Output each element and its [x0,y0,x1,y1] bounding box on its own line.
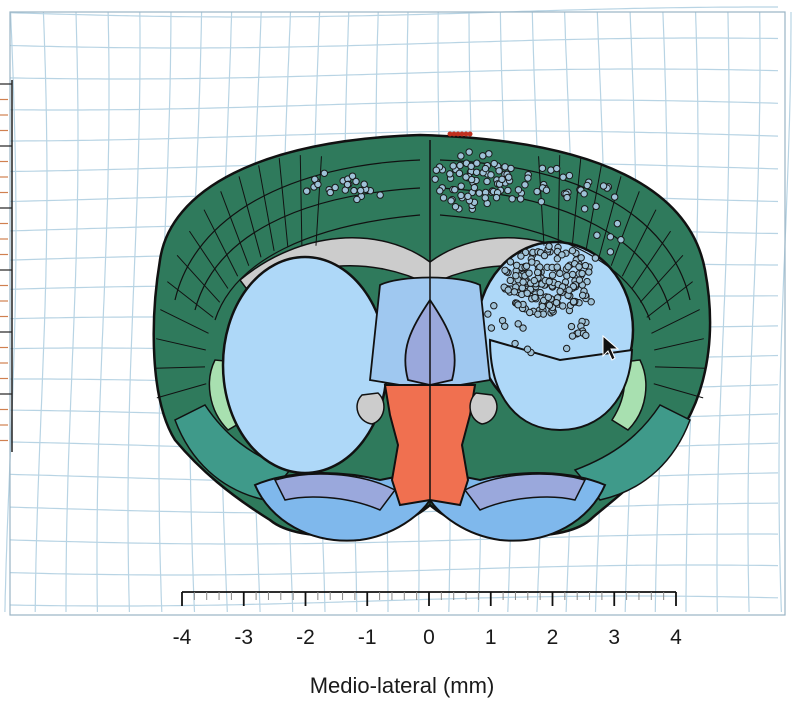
tick-label: -4 [173,626,192,649]
lateral-ventricle-right [469,392,498,425]
vertical-ruler [0,80,13,452]
tick-label: 4 [670,626,682,649]
striatum-left [221,255,389,475]
tick-label: 3 [608,626,620,649]
tick-label: 1 [485,626,497,649]
tick-label: -2 [296,626,315,649]
cell-markers [302,131,625,357]
striatum-right-lower [488,338,634,432]
tick-label: 2 [547,626,559,649]
cursor-icon [602,334,620,361]
lateral-ventricle-left [356,392,385,425]
brain-section [152,133,712,542]
axis-title: Medio-lateral (mm) [310,673,495,698]
tick-label: -3 [234,626,253,649]
medio-lateral-axis: -4 -3 -2 -1 0 1 2 3 4 [173,591,682,649]
tick-label: 0 [423,626,435,649]
tick-label: -1 [358,626,377,649]
